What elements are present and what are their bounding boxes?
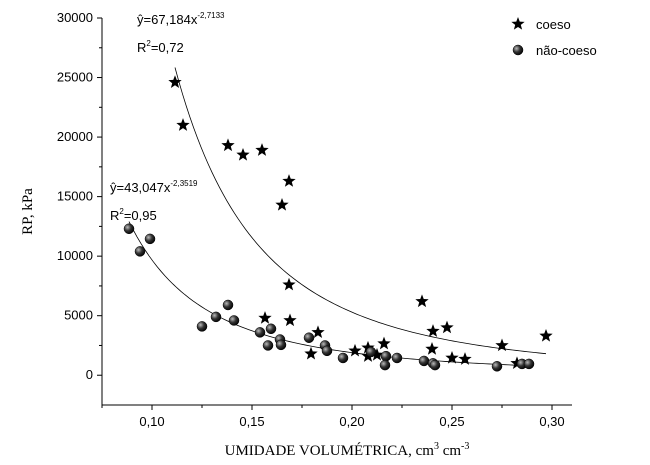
y-tick-label: 30000 [57,10,93,25]
annotation-text: =0,95 [124,208,157,223]
sphere-point [337,352,349,364]
annotation-text: =0,72 [151,40,184,55]
star-point [495,338,509,352]
superscript: 3 [434,441,439,452]
y-tick-label: 15000 [57,189,93,204]
fit-annotation: R2=0,72 [137,39,184,55]
star-point [221,138,235,152]
sphere-point [523,358,535,370]
legend-marker [512,44,524,56]
x-tick-label: 0,25 [439,414,464,429]
star-point [445,350,459,364]
star-point [282,174,296,187]
star-point [377,336,391,350]
sphere-point [228,315,240,326]
star-point [370,347,384,361]
sphere-point [391,352,403,364]
star-point [539,328,553,342]
star-point [283,313,297,327]
x-tick-label: 0,10 [139,414,164,429]
fit-annotation: R2=0,95 [110,207,157,223]
star-point [282,277,296,291]
sphere-point [144,233,156,245]
sphere-point [222,299,234,311]
superscript: -2,3519 [170,179,198,188]
x-tick-label: 0,30 [539,414,564,429]
sphere-point [265,323,277,335]
label-text: UMIDADE VOLUMÉTRICA, cm [225,442,435,459]
star-point [176,118,190,131]
annotation-text: R [110,208,119,223]
x-tick-label: 0,20 [339,414,364,429]
sphere-point [491,361,503,372]
legend-marker [511,17,525,30]
y-tick-label: 10000 [57,248,93,263]
annotation-text: R [137,40,146,55]
sphere-point [254,327,266,338]
sphere-point [196,321,208,332]
sphere-point [365,346,377,358]
annotation-text: ŷ=67,184x [137,12,198,27]
star-point [415,294,429,308]
star-point [304,346,318,360]
sphere-point [275,339,287,351]
annotation-text: ŷ=43,047x [110,180,171,195]
y-tick-label: 25000 [57,70,93,85]
sphere-point [418,355,430,367]
y-axis-label: RP, kPa [20,188,36,235]
y-tick-label: 20000 [57,129,93,144]
sphere-point [303,332,315,343]
sphere-point [210,311,222,323]
legend-label: coeso [536,17,571,32]
star-point [255,143,269,156]
y-tick-label: 5000 [64,308,93,323]
x-axis-label: UMIDADE VOLUMÉTRICA, cm3 cm-3 [225,441,470,459]
star-point [361,340,375,354]
sphere-point [134,246,146,257]
legend-label: não-coeso [536,43,597,58]
superscript: -3 [461,441,469,452]
sphere-point [380,350,392,362]
superscript: -2,7133 [197,11,225,20]
star-point [440,320,454,334]
star-point [348,343,362,357]
star-point [258,311,272,324]
star-point [311,325,325,339]
star-point [425,342,439,355]
sphere-point [379,359,391,371]
star-point [458,352,472,365]
fit-annotation: ŷ=67,184x-2,7133 [137,11,225,27]
star-point [236,147,250,161]
superscript: 2 [119,207,124,216]
superscript: 2 [146,39,151,48]
star-point [426,324,440,337]
x-tick-label: 0,15 [239,414,264,429]
sphere-point [429,359,441,371]
fit-curve [174,67,547,355]
sphere-point [123,223,135,235]
sphere-point [262,340,274,351]
star-point [275,197,289,211]
y-tick-label: 0 [86,367,93,382]
label-text: cm [439,443,461,459]
fit-annotation: ŷ=43,047x-2,3519 [110,179,198,195]
star-point [168,75,182,88]
sphere-point [321,345,333,357]
